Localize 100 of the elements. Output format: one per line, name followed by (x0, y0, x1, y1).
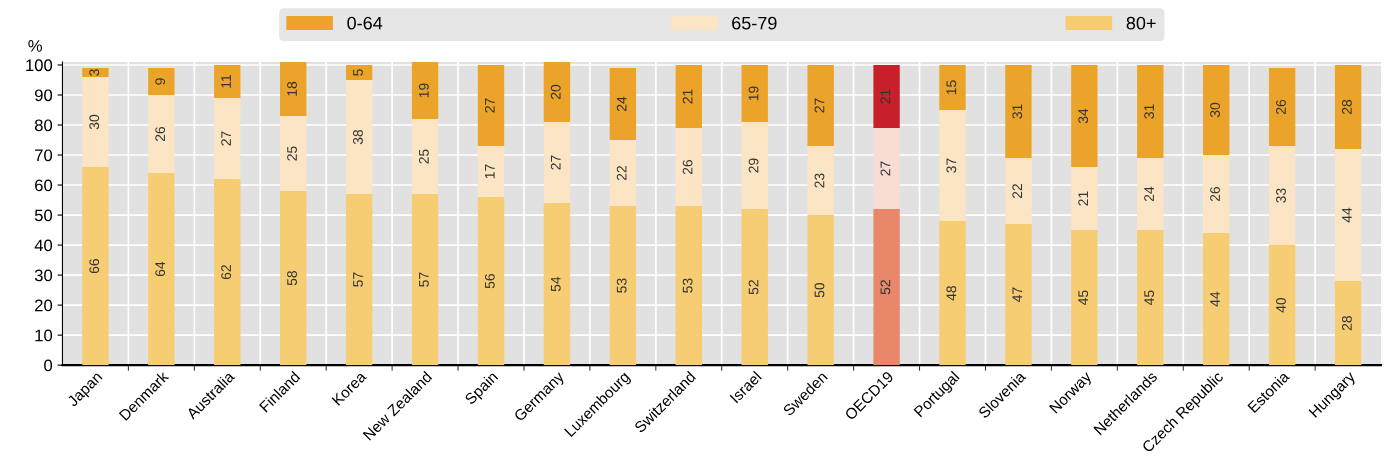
bar (411, 194, 439, 366)
legend-label: 65-79 (732, 16, 777, 30)
data-label: 50 (814, 282, 825, 298)
data-label: 38 (353, 129, 363, 145)
bar (1334, 64, 1362, 150)
data-label: 5 (353, 69, 363, 76)
bar (1137, 158, 1164, 231)
data-label: 31 (1144, 104, 1155, 119)
bar (1137, 230, 1164, 366)
bar (411, 61, 439, 119)
bar (873, 64, 900, 129)
bar (1137, 64, 1164, 159)
data-label: 57 (353, 272, 363, 287)
data-label: 56 (484, 273, 495, 289)
bar (477, 197, 505, 366)
bar (345, 194, 373, 366)
bar (477, 146, 505, 198)
data-label: 48 (946, 285, 957, 301)
bar (873, 128, 900, 210)
data-label: 30 (1210, 102, 1220, 118)
bar (1203, 155, 1230, 234)
y-tick-label: 50 (34, 209, 53, 222)
data-label: 27 (221, 131, 231, 146)
y-tick-label: 80 (34, 119, 53, 132)
bar (1071, 230, 1098, 366)
bar (543, 61, 571, 122)
y-tick-label: 30 (34, 269, 53, 282)
data-label: 26 (1276, 99, 1286, 115)
data-label: 21 (880, 89, 891, 104)
bar (345, 64, 373, 80)
data-label: 47 (1012, 287, 1023, 303)
data-label: 24 (616, 96, 627, 112)
data-label: 64 (155, 261, 166, 277)
bar (675, 64, 702, 129)
data-label: 52 (748, 280, 759, 295)
data-label: 27 (814, 98, 825, 113)
bar (1071, 167, 1098, 231)
data-label: 9 (155, 78, 166, 85)
y-axis-title: % (28, 40, 42, 52)
data-label: 27 (880, 161, 891, 176)
data-label: 44 (1210, 291, 1220, 307)
data-label: 62 (221, 265, 232, 280)
data-label: 52 (880, 280, 891, 295)
data-label: 28 (1341, 316, 1352, 331)
bar (1203, 64, 1230, 156)
bar (939, 64, 966, 110)
data-label: 45 (1144, 290, 1155, 306)
bar (807, 64, 834, 147)
data-label: 53 (616, 278, 627, 293)
bar (609, 206, 637, 366)
bar (543, 122, 571, 204)
data-label: 33 (1276, 188, 1286, 203)
bar (675, 128, 702, 207)
bar (543, 203, 571, 366)
data-label: 18 (287, 81, 297, 96)
bar (280, 61, 307, 116)
bar (1005, 224, 1032, 366)
data-label: 44 (1342, 207, 1352, 223)
bar (609, 140, 637, 207)
data-label: 26 (682, 159, 693, 175)
data-label: 30 (89, 114, 100, 130)
data-label: 11 (221, 74, 231, 88)
y-tick-label: 20 (35, 299, 53, 312)
data-label: 34 (1078, 108, 1089, 124)
bar (1268, 67, 1296, 147)
data-label: 31 (1012, 104, 1023, 119)
legend-label: 0-64 (347, 16, 383, 30)
y-tick-label: 70 (35, 149, 53, 162)
bar (741, 64, 768, 122)
data-label: 21 (1078, 191, 1088, 206)
bar (411, 119, 439, 195)
y-tick-label: 0 (44, 359, 53, 372)
bar (280, 116, 307, 192)
data-label: 24 (1144, 186, 1154, 202)
data-label: 23 (814, 173, 825, 188)
bar (939, 109, 966, 222)
bar (1334, 281, 1362, 366)
data-label: 22 (1012, 184, 1023, 199)
data-label: 58 (287, 270, 297, 286)
data-label: 27 (550, 155, 561, 170)
bar (873, 209, 900, 366)
bar (214, 97, 241, 180)
y-tick-label: 60 (35, 179, 53, 192)
data-label: 17 (485, 164, 495, 179)
y-tick-label: 90 (34, 89, 53, 102)
data-label: 27 (484, 98, 495, 113)
bar (280, 191, 307, 366)
bar (1268, 146, 1296, 246)
bar (1005, 158, 1032, 225)
data-label: 25 (287, 146, 297, 161)
data-label: 29 (748, 158, 759, 173)
bar (807, 146, 834, 216)
y-tick-label: 10 (35, 329, 53, 342)
bar (609, 67, 637, 141)
data-label: 54 (550, 276, 561, 292)
data-label: 28 (1341, 99, 1352, 115)
bar (1203, 233, 1230, 366)
data-label: 22 (616, 166, 627, 181)
bar (1005, 64, 1032, 159)
data-label: 45 (1078, 290, 1089, 306)
